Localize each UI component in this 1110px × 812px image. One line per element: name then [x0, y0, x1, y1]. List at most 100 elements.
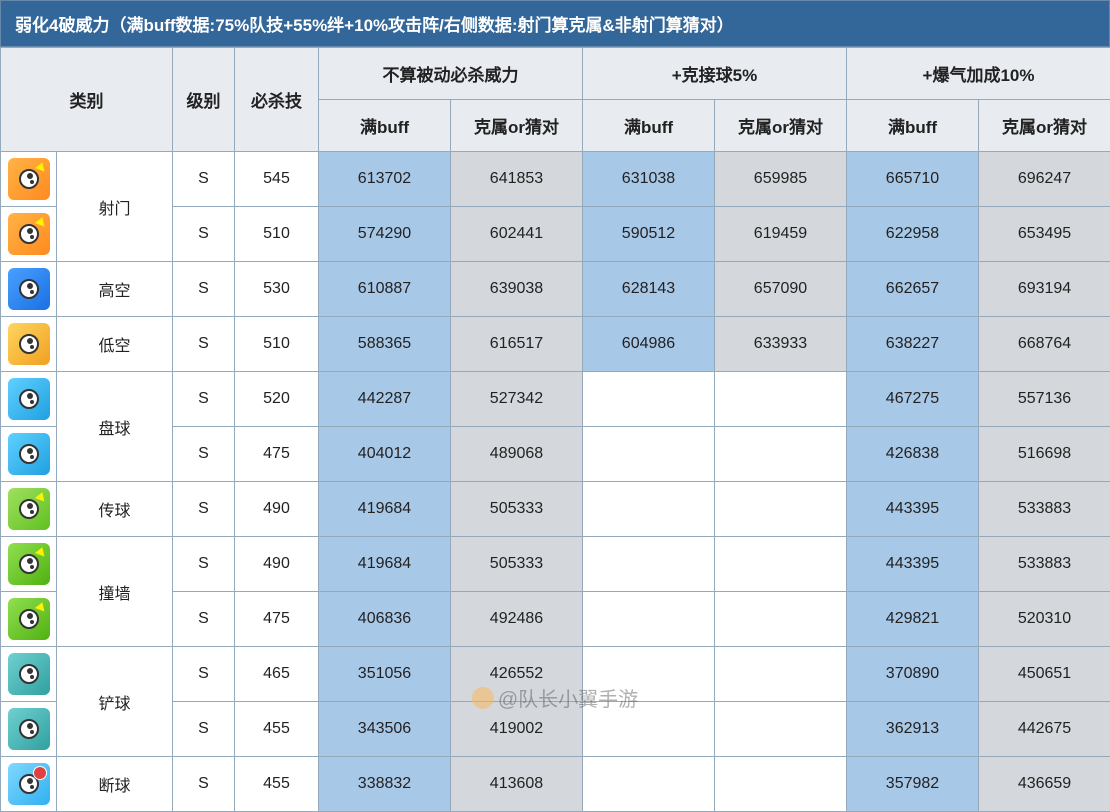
value-cell: 505333	[451, 537, 583, 592]
value-cell: 657090	[715, 262, 847, 317]
value-cell: 628143	[583, 262, 715, 317]
value-cell: 426838	[847, 427, 979, 482]
value-cell: 413608	[451, 757, 583, 812]
level-cell: S	[173, 592, 235, 647]
skill-cell: 520	[235, 372, 319, 427]
level-cell: S	[173, 372, 235, 427]
skill-cell: 545	[235, 152, 319, 207]
value-cell: 574290	[319, 207, 451, 262]
value-cell: 489068	[451, 427, 583, 482]
level-cell: S	[173, 757, 235, 812]
value-cell	[715, 647, 847, 702]
skill-icon	[6, 376, 52, 422]
category-name: 盘球	[57, 372, 173, 482]
skill-icon	[6, 541, 52, 587]
skill-cell: 465	[235, 647, 319, 702]
value-cell: 338832	[319, 757, 451, 812]
value-cell: 406836	[319, 592, 451, 647]
skill-icon	[6, 321, 52, 367]
value-cell: 665710	[847, 152, 979, 207]
icon-cell	[1, 262, 57, 317]
th-sub-vs: 克属or猜对	[715, 100, 847, 152]
skill-cell: 455	[235, 757, 319, 812]
icon-cell	[1, 647, 57, 702]
category-name: 高空	[57, 262, 173, 317]
value-cell	[715, 702, 847, 757]
value-cell: 429821	[847, 592, 979, 647]
value-cell: 343506	[319, 702, 451, 757]
category-name: 撞墙	[57, 537, 173, 647]
value-cell	[583, 702, 715, 757]
value-cell: 442675	[979, 702, 1110, 757]
value-cell: 357982	[847, 757, 979, 812]
value-cell: 613702	[319, 152, 451, 207]
value-cell	[715, 372, 847, 427]
value-cell: 653495	[979, 207, 1110, 262]
value-cell: 693194	[979, 262, 1110, 317]
skill-icon	[6, 431, 52, 477]
category-name: 传球	[57, 482, 173, 537]
value-cell: 602441	[451, 207, 583, 262]
value-cell: 492486	[451, 592, 583, 647]
icon-cell	[1, 482, 57, 537]
level-cell: S	[173, 537, 235, 592]
table-row: 盘球S520442287527342467275557136	[1, 372, 1110, 427]
th-sub-vs: 克属or猜对	[451, 100, 583, 152]
value-cell: 467275	[847, 372, 979, 427]
icon-cell	[1, 427, 57, 482]
skill-icon	[6, 761, 52, 807]
value-cell: 426552	[451, 647, 583, 702]
level-cell: S	[173, 207, 235, 262]
th-group2: +克接球5%	[583, 48, 847, 100]
icon-cell	[1, 372, 57, 427]
th-level: 级别	[173, 48, 235, 152]
value-cell	[583, 592, 715, 647]
value-cell: 641853	[451, 152, 583, 207]
value-cell: 557136	[979, 372, 1110, 427]
value-cell: 662657	[847, 262, 979, 317]
value-cell	[715, 427, 847, 482]
value-cell: 419684	[319, 482, 451, 537]
level-cell: S	[173, 427, 235, 482]
skill-cell: 490	[235, 537, 319, 592]
value-cell: 527342	[451, 372, 583, 427]
value-cell	[715, 482, 847, 537]
th-category: 类别	[1, 48, 173, 152]
value-cell: 588365	[319, 317, 451, 372]
level-cell: S	[173, 262, 235, 317]
table-row: 铲球S465351056426552370890450651	[1, 647, 1110, 702]
category-name: 铲球	[57, 647, 173, 757]
icon-cell	[1, 592, 57, 647]
th-skill: 必杀技	[235, 48, 319, 152]
value-cell	[583, 372, 715, 427]
value-cell	[715, 592, 847, 647]
value-cell	[583, 427, 715, 482]
value-cell: 659985	[715, 152, 847, 207]
skill-icon	[6, 596, 52, 642]
skill-icon	[6, 266, 52, 312]
value-cell	[715, 537, 847, 592]
skill-cell: 530	[235, 262, 319, 317]
th-sub-full: 满buff	[847, 100, 979, 152]
value-cell: 505333	[451, 482, 583, 537]
value-cell: 419684	[319, 537, 451, 592]
table-row: 传球S490419684505333443395533883	[1, 482, 1110, 537]
table-row: 断球S455338832413608357982436659	[1, 757, 1110, 812]
skill-icon	[6, 211, 52, 257]
value-cell: 633933	[715, 317, 847, 372]
value-cell: 351056	[319, 647, 451, 702]
skill-cell: 455	[235, 702, 319, 757]
value-cell: 696247	[979, 152, 1110, 207]
th-sub-vs: 克属or猜对	[979, 100, 1110, 152]
value-cell: 638227	[847, 317, 979, 372]
value-cell: 362913	[847, 702, 979, 757]
power-table: 类别 级别 必杀技 不算被动必杀威力 +克接球5% +爆气加成10% 满buff…	[0, 47, 1110, 812]
category-name: 断球	[57, 757, 173, 812]
value-cell: 443395	[847, 482, 979, 537]
skill-cell: 475	[235, 592, 319, 647]
icon-cell	[1, 152, 57, 207]
level-cell: S	[173, 482, 235, 537]
icon-cell	[1, 702, 57, 757]
table-body: 射门S5456137026418536310386599856657106962…	[1, 152, 1110, 812]
category-name: 射门	[57, 152, 173, 262]
